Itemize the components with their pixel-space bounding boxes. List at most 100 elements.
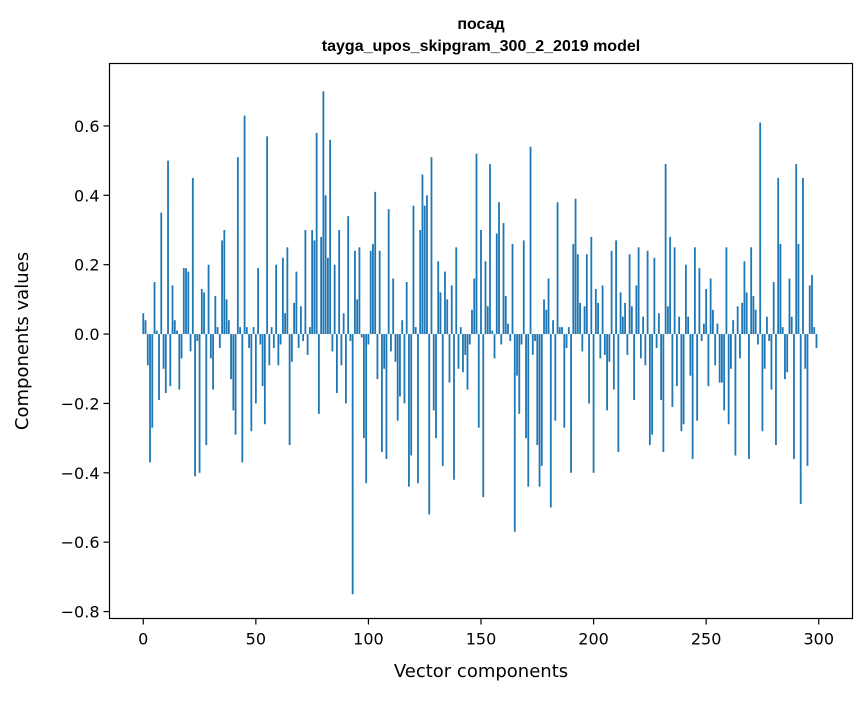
bar xyxy=(673,247,676,335)
bar xyxy=(448,334,451,383)
bar xyxy=(387,209,390,335)
bar xyxy=(491,330,494,335)
bar xyxy=(603,334,606,355)
bar xyxy=(795,164,798,335)
bar xyxy=(272,334,275,348)
bar xyxy=(644,334,647,366)
bar xyxy=(209,334,212,359)
bar xyxy=(257,268,259,335)
bar xyxy=(646,250,649,335)
bar xyxy=(414,327,417,335)
bar xyxy=(185,268,187,335)
bar xyxy=(633,334,635,400)
bar xyxy=(549,334,552,508)
bar xyxy=(621,316,624,335)
bar xyxy=(529,146,532,335)
bar xyxy=(797,243,800,335)
bar xyxy=(606,334,608,411)
bar xyxy=(669,236,672,335)
bar xyxy=(189,334,192,352)
bar xyxy=(545,309,548,335)
bar xyxy=(444,271,446,335)
bar xyxy=(567,327,570,335)
bar xyxy=(684,264,687,335)
bar xyxy=(275,264,278,335)
bar xyxy=(687,316,690,335)
bar xyxy=(191,177,194,335)
bar xyxy=(671,334,674,407)
bar xyxy=(342,313,345,335)
bar xyxy=(781,327,784,335)
bar xyxy=(788,278,791,335)
bar xyxy=(441,334,444,466)
bar xyxy=(815,334,818,348)
bar xyxy=(802,177,804,335)
bar xyxy=(218,334,221,348)
bar xyxy=(399,334,401,397)
bar xyxy=(196,334,199,341)
bar xyxy=(200,288,203,335)
bar xyxy=(547,278,550,335)
bar xyxy=(576,254,579,335)
bar xyxy=(741,302,744,335)
bar xyxy=(581,334,584,352)
bar xyxy=(245,327,248,335)
y-tick-label: −0.2 xyxy=(61,394,100,413)
bar xyxy=(745,292,748,335)
chart-subtitle: tayga_upos_skipgram_300_2_2019 model xyxy=(322,38,640,55)
bar xyxy=(678,316,681,335)
bar xyxy=(171,285,174,335)
bar xyxy=(293,302,296,335)
bar xyxy=(682,334,685,425)
bar xyxy=(160,212,163,335)
bar xyxy=(155,330,158,335)
bar xyxy=(754,309,757,335)
bar xyxy=(705,288,708,335)
bar xyxy=(173,320,176,335)
bar xyxy=(730,334,732,369)
y-tick-label: 0.2 xyxy=(74,256,99,275)
bar xyxy=(552,320,554,335)
bar xyxy=(806,334,809,466)
bar xyxy=(324,195,327,335)
y-tick-label: 0.4 xyxy=(74,186,99,205)
bar xyxy=(423,205,426,335)
bar xyxy=(182,268,185,335)
bar xyxy=(612,334,615,390)
bar xyxy=(376,334,379,380)
bar xyxy=(464,334,467,355)
bar xyxy=(284,313,287,335)
bar xyxy=(723,334,726,411)
bar xyxy=(250,334,253,432)
bar xyxy=(639,334,642,359)
bar xyxy=(327,257,329,335)
bar xyxy=(813,327,816,335)
bar xyxy=(254,334,257,404)
bar xyxy=(563,334,566,428)
bar xyxy=(180,334,183,359)
bar xyxy=(266,136,269,335)
bar xyxy=(214,295,217,335)
bar xyxy=(259,334,262,345)
bar xyxy=(302,334,305,341)
x-axis-ticks: 0 50 100 150 200 250 300 xyxy=(138,618,834,649)
bar xyxy=(468,334,471,345)
bar xyxy=(750,247,753,335)
bar xyxy=(556,202,559,335)
bar xyxy=(768,334,771,341)
bar xyxy=(435,334,437,439)
bar xyxy=(509,334,512,341)
bar xyxy=(198,334,201,473)
bar xyxy=(349,334,352,341)
bar xyxy=(261,334,264,387)
bar xyxy=(709,278,712,335)
bar xyxy=(455,247,458,335)
y-axis-label: Components values xyxy=(12,252,33,430)
bar xyxy=(331,334,334,352)
bar xyxy=(144,320,147,335)
bar xyxy=(439,292,442,335)
bar xyxy=(628,254,631,335)
bar xyxy=(536,334,539,446)
bar xyxy=(333,264,336,335)
bar xyxy=(739,334,741,359)
